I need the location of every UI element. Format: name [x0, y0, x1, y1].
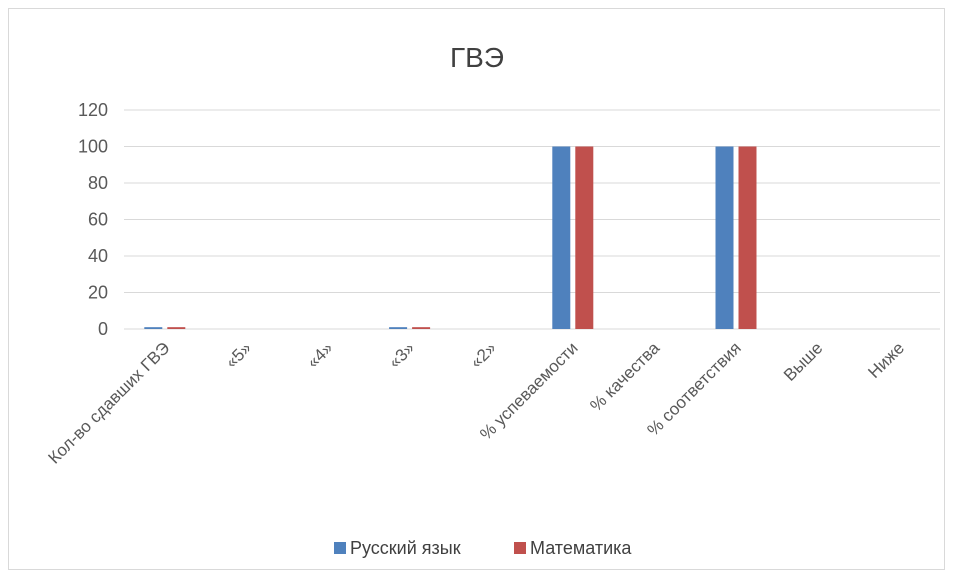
y-tick-label: 40	[88, 246, 108, 266]
y-tick-label: 100	[78, 137, 108, 157]
bar	[738, 146, 757, 329]
legend-swatch	[334, 542, 346, 554]
x-category-label: «3»	[385, 338, 418, 371]
y-axis-ticks: 0 20 40 60 80 100 120	[78, 100, 108, 339]
y-tick-label: 60	[88, 210, 108, 230]
chart-frame	[8, 8, 945, 570]
bar	[575, 146, 594, 329]
y-tick-label: 120	[78, 100, 108, 120]
x-category-label: % качества	[586, 338, 663, 415]
x-category-label: «2»	[467, 338, 500, 371]
bar	[715, 146, 734, 329]
y-tick-label: 80	[88, 173, 108, 193]
x-category-label: Выше	[780, 338, 826, 384]
y-tick-label: 20	[88, 283, 108, 303]
bar	[144, 327, 163, 329]
y-tick-label: 0	[98, 319, 108, 339]
legend-label: Русский язык	[350, 538, 461, 558]
x-category-label: «4»	[303, 338, 336, 371]
x-category-label: Кол-во сдавших ГВЭ	[45, 338, 174, 467]
bar	[389, 327, 408, 329]
x-axis-categories: Кол-во сдавших ГВЭ «5» «4» «3» «2»% успеваем…	[45, 338, 909, 468]
bar	[552, 146, 571, 329]
legend-swatch	[514, 542, 526, 554]
bar	[412, 327, 431, 329]
x-category-label: Ниже	[864, 338, 908, 382]
x-category-label: «5»	[222, 338, 255, 371]
legend: Русский язык Математика	[334, 538, 632, 558]
bars	[144, 146, 757, 329]
gridlines	[124, 109, 940, 330]
legend-label: Математика	[530, 538, 632, 558]
bar	[167, 327, 186, 329]
chart-title: ГВЭ	[450, 42, 504, 73]
